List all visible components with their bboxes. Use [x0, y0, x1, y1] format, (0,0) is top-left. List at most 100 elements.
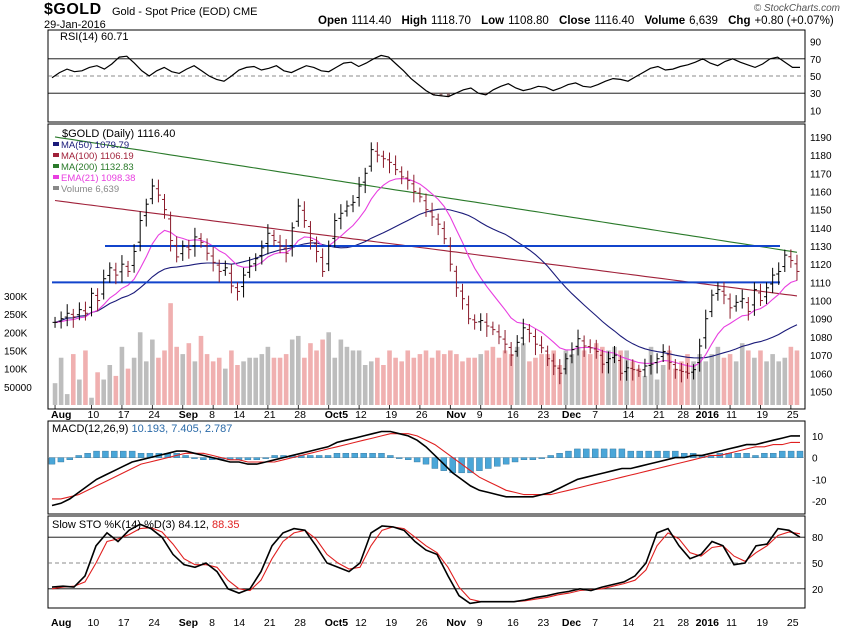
macd-histogram-bar	[182, 455, 189, 458]
rsi-tick-label: 70	[810, 55, 822, 66]
volume-bar	[350, 350, 356, 405]
volume-bar	[794, 350, 800, 405]
macd-histogram-bar	[396, 457, 403, 459]
price-tick-label: 1090	[810, 315, 833, 326]
volume-bar	[83, 350, 88, 405]
volume-bar	[381, 365, 386, 405]
volume-bar	[569, 354, 575, 405]
volume-bar	[673, 368, 678, 405]
volume-bar	[733, 361, 739, 405]
macd-histogram-bar	[787, 450, 795, 458]
volume-bar	[241, 361, 246, 405]
volume-bar	[101, 379, 106, 405]
x-tick-label: Sep	[179, 617, 198, 629]
legend-swatch	[53, 186, 59, 190]
volume-bar	[332, 357, 338, 405]
macd-histogram-bar	[431, 457, 439, 469]
volume-bar	[64, 394, 70, 405]
volume-tick-label: 250K	[4, 310, 28, 321]
volume-bar	[642, 375, 648, 405]
stoch-tick-label: 20	[812, 585, 824, 596]
volume-bar	[271, 357, 277, 405]
macd-title-values: 10.193, 7.405, 2.787	[131, 423, 232, 435]
x-tick-label: 14	[233, 617, 245, 629]
rsi-tick-label: 90	[810, 38, 822, 49]
volume-bar	[368, 361, 374, 405]
high-label: High	[401, 15, 428, 27]
volume-bar	[174, 346, 179, 405]
stoch-d-value: 88.35	[212, 519, 240, 531]
volume-bar	[490, 346, 496, 405]
volume-bar	[326, 332, 331, 405]
volume-bar	[600, 346, 605, 405]
volume-bar	[423, 350, 429, 405]
volume-bar	[721, 357, 727, 405]
macd-histogram-bar	[743, 453, 750, 458]
macd-histogram-bar	[796, 450, 804, 458]
volume-bar	[119, 346, 125, 405]
stoch-tick-label: 50	[812, 559, 824, 570]
macd-histogram-bar	[778, 450, 786, 458]
macd-histogram-bar	[627, 450, 635, 458]
price-tick-label: 1110	[810, 278, 831, 289]
volume-bar	[143, 361, 149, 405]
x-tick-label: 21	[653, 409, 665, 421]
high-value: 1118.70	[431, 15, 471, 27]
macd-histogram-bar	[191, 457, 198, 459]
macd-histogram-bar	[378, 453, 385, 458]
chg-value: +0.80 (+0.07%)	[754, 15, 834, 27]
x-tick-label: 21	[264, 409, 276, 421]
macd-plot: -20 -10 0 10	[48, 430, 827, 508]
stochastic-plot: 20 50 80	[48, 523, 824, 605]
x-tick-label: Sep	[179, 409, 198, 421]
x-tick-label: 2016	[696, 409, 720, 421]
volume-bar	[362, 365, 368, 405]
x-tick-label: 26	[416, 617, 428, 629]
macd-histogram-bar	[752, 455, 759, 458]
x-tick-label: 23	[538, 409, 550, 421]
volume-bar	[429, 357, 435, 405]
volume-bar	[441, 354, 447, 405]
macd-histogram-bar	[200, 457, 207, 460]
volume-bar	[168, 303, 173, 405]
macd-panel	[47, 420, 806, 515]
volume-bar	[496, 357, 502, 405]
volume-tick-label: 300K	[4, 292, 28, 303]
x-tick-label: Nov	[446, 617, 466, 629]
volume-bar	[150, 339, 155, 405]
volume-bar	[521, 343, 526, 405]
ma100-line	[54, 199, 798, 297]
x-tick-label: 25	[787, 409, 799, 421]
x-tick-label: 28	[677, 617, 689, 629]
x-tick-label: 10	[88, 409, 100, 421]
x-tick-label: 16	[507, 409, 519, 421]
x-tick-label: Dec	[562, 617, 581, 629]
price-tick-label: 1140	[810, 224, 832, 235]
volume-bar	[58, 357, 64, 405]
x-tick-label: Oct5	[325, 617, 349, 629]
volume-tick-label: 150K	[4, 346, 28, 357]
macd-histogram-bar	[636, 450, 643, 458]
macd-histogram-bar	[458, 457, 465, 474]
stoch-title: Slow STO %K(14) %D(3) 84.12, 88.35	[52, 519, 240, 531]
volume-bar	[399, 361, 404, 405]
volume-bar	[107, 365, 113, 405]
volume-bar	[472, 357, 477, 405]
price-tick-label: 1130	[810, 242, 832, 253]
ema21-line	[54, 178, 798, 368]
x-tick-label: Dec	[562, 409, 581, 421]
x-tick-label: 19	[756, 409, 768, 421]
macd-histogram-bar	[262, 457, 269, 459]
low-label: Low	[481, 15, 505, 27]
volume-bar	[198, 335, 204, 405]
volume-bar	[581, 350, 587, 405]
volume-bar	[192, 361, 198, 405]
volume-label: Volume	[644, 15, 686, 27]
price-tick-label: 1070	[810, 351, 833, 362]
volume-bar	[739, 343, 745, 405]
volume-bar	[302, 357, 307, 405]
volume-bar	[593, 343, 599, 405]
price-tick-label: 1120	[810, 260, 832, 271]
macd-histogram-bar	[111, 450, 118, 458]
volume-bar	[454, 354, 459, 405]
